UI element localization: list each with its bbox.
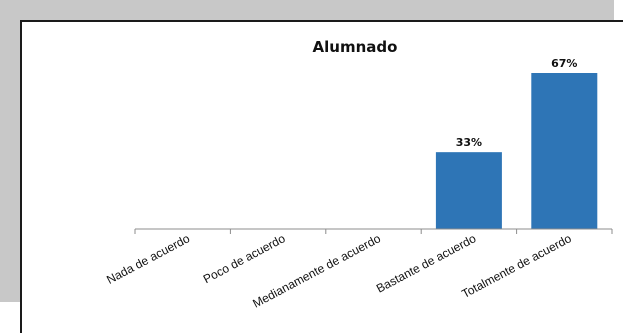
bar-5: [531, 73, 598, 229]
bar-chart: Alumnado 33% 67% Nada de acuerdo Poco de a…: [104, 38, 613, 311]
bar-4: [435, 152, 502, 229]
value-labels-layer: 33% 67%: [456, 57, 578, 149]
data-label-5: 67%: [551, 57, 577, 70]
chart-title: Alumnado: [313, 38, 398, 56]
chart-area: Alumnado 33% 67% Nada de acuerdo Poco de a…: [20, 20, 623, 333]
bars-layer: [435, 73, 598, 229]
x-tick-label-2: Poco de acuerdo: [201, 231, 288, 286]
category-labels-layer: Nada de acuerdo Poco de acuerdoMedianamen…: [104, 231, 574, 311]
x-tick-label-1: Nada de acuerdo: [104, 231, 192, 287]
ticks-layer: [134, 229, 613, 234]
data-label-4: 33%: [456, 136, 482, 149]
